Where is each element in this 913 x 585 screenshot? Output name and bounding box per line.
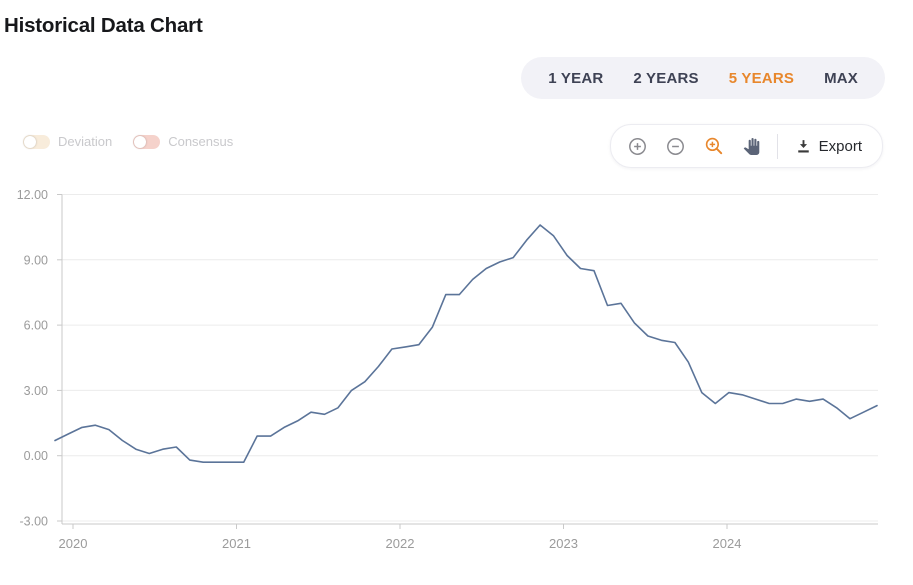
range-button-max[interactable]: MAX — [824, 69, 858, 87]
y-axis-label: 0.00 — [24, 449, 48, 463]
x-axis-label: 2021 — [222, 536, 251, 551]
x-axis-label: 2020 — [59, 536, 88, 551]
zoom-in-button[interactable] — [619, 125, 657, 167]
deviation-toggle[interactable]: Deviation — [23, 134, 112, 149]
chart-area[interactable]: 12.00 9.00 6.00 3.00 0.00 -3.00 2020 2021 2022 20… — [0, 178, 913, 563]
x-axis-label: 2022 — [386, 536, 415, 551]
export-label: Export — [818, 137, 862, 155]
y-axis-label: 6.00 — [24, 319, 48, 333]
x-axis-label: 2024 — [713, 536, 742, 551]
zoom-selection-button[interactable] — [695, 125, 733, 167]
y-axis-label: -3.00 — [20, 514, 49, 528]
page-title: Historical Data Chart — [4, 14, 203, 37]
deviation-label: Deviation — [58, 134, 113, 149]
zoom-selection-icon — [705, 137, 722, 155]
pan-button[interactable] — [733, 125, 771, 167]
legend-toggles: Deviation Consensus — [23, 134, 233, 149]
consensus-label: Consensus — [168, 134, 234, 149]
range-button-2-years[interactable]: 2 YEARS — [633, 69, 699, 87]
export-button[interactable]: Export — [788, 138, 870, 155]
consensus-toggle[interactable]: Consensus — [133, 134, 233, 149]
time-range-selector: 1 YEAR 2 YEARS 5 YEARS MAX — [521, 57, 885, 99]
y-axis-label: 9.00 — [24, 253, 48, 267]
series-line — [54, 224, 878, 464]
consensus-switch[interactable] — [133, 134, 161, 149]
zoom-out-icon — [667, 137, 685, 155]
chart-toolbar: Export — [609, 124, 883, 168]
zoom-in-icon — [629, 137, 647, 155]
range-button-5-years[interactable]: 5 YEARS — [728, 69, 795, 87]
x-axis-label: 2023 — [549, 536, 578, 551]
pan-hand-icon — [743, 137, 760, 155]
y-axis-label: 12.00 — [17, 188, 48, 202]
range-button-1-year[interactable]: 1 YEAR — [548, 69, 604, 87]
switch-knob — [24, 135, 36, 148]
switch-knob — [134, 135, 147, 148]
download-icon — [797, 139, 809, 152]
deviation-switch[interactable] — [23, 134, 50, 149]
y-axis-label: 3.00 — [24, 384, 48, 398]
zoom-out-button[interactable] — [657, 125, 695, 167]
toolbar-divider — [776, 133, 778, 159]
